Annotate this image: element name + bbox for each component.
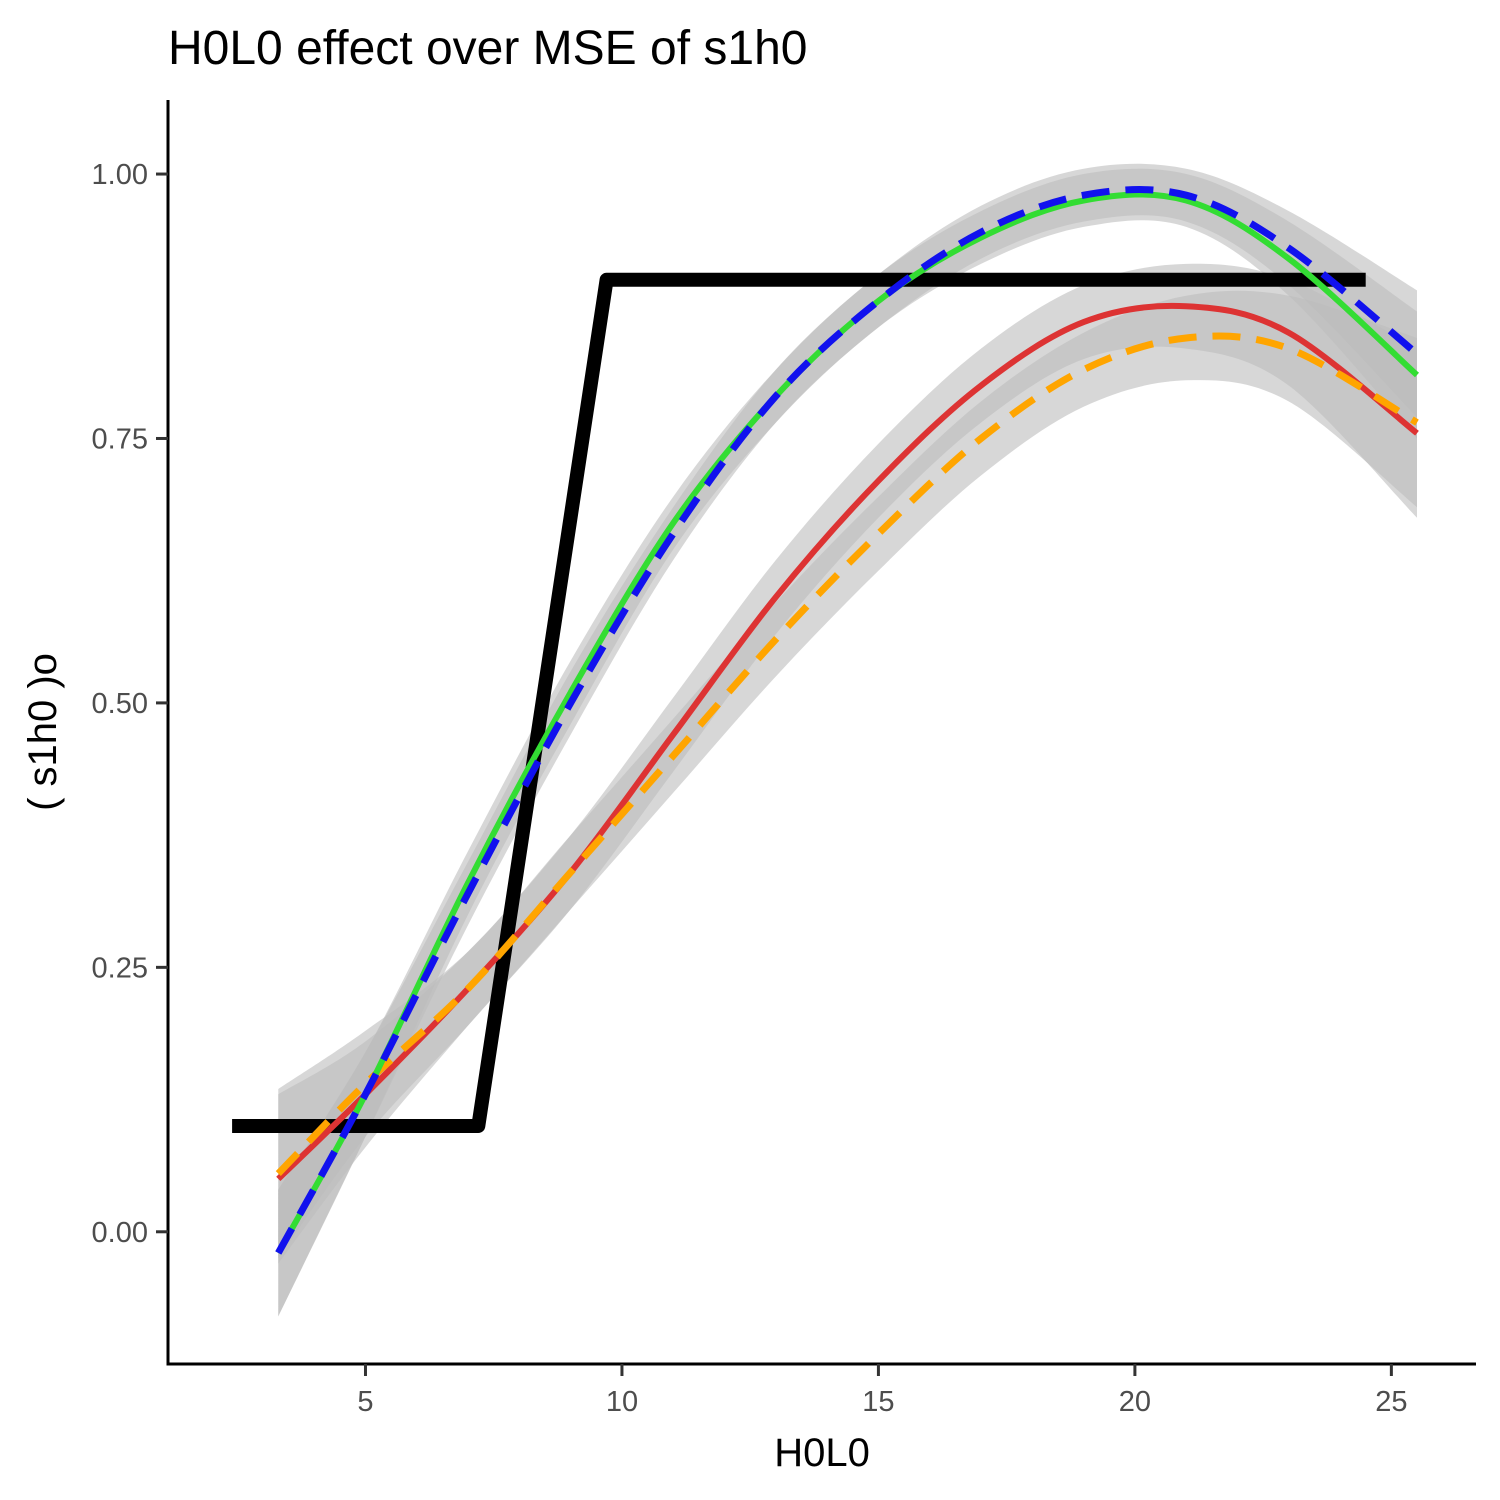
confidence-ribbons: [278, 163, 1417, 1317]
y-axis-ticks: 0.00 0.25 0.50 0.75 1.00: [92, 159, 168, 1249]
ribbon-4: [278, 290, 1417, 1259]
y-tick-label: 0.50: [92, 688, 148, 720]
x-tick-label: 25: [1375, 1386, 1407, 1418]
series-line-3: [276, 302, 1419, 1182]
step-series: [232, 272, 1366, 1133]
x-tick-label: 15: [862, 1386, 894, 1418]
series-line-1: [275, 186, 1420, 1255]
y-tick-label: 1.00: [92, 159, 148, 191]
x-tick-label: 10: [606, 1386, 638, 1418]
y-tick-label: 0.25: [92, 952, 148, 984]
y-tick-label: 0.75: [92, 423, 148, 455]
chart-title: H0L0 effect over MSE of s1h0: [168, 22, 807, 75]
y-tick-label: 0.00: [92, 1217, 148, 1249]
x-tick-label: 20: [1119, 1386, 1151, 1418]
ribbon-3: [278, 263, 1417, 1264]
smooth-series: [275, 186, 1420, 1255]
x-axis-title: H0L0: [774, 1431, 870, 1475]
x-tick-label: 5: [357, 1386, 373, 1418]
x-axis-ticks: 5 10 15 20 25: [357, 1364, 1407, 1418]
y-axis-title: ( s1h0 )o: [21, 653, 65, 811]
series-line-4: [275, 332, 1419, 1177]
step-line: [232, 272, 1366, 1133]
